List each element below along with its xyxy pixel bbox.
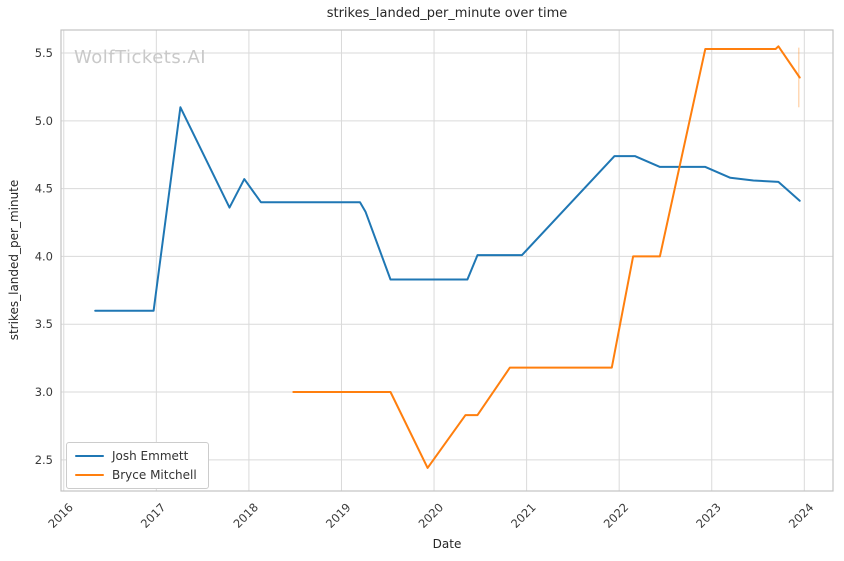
legend: Josh Emmett Bryce Mitchell	[66, 442, 209, 489]
legend-line-sample-orange	[75, 474, 104, 476]
y-tick-label: 5.0	[35, 114, 53, 128]
y-axis-label: strikes_landed_per_minute	[7, 179, 21, 341]
x-tick-label: 2018	[230, 500, 261, 531]
y-tick-label: 4.0	[35, 249, 53, 263]
x-tick-label: 2017	[138, 500, 169, 531]
y-tick-label: 3.5	[35, 317, 53, 331]
series-line-bryce-mitchell	[292, 45, 801, 469]
legend-item-josh-emmett: Josh Emmett	[75, 449, 197, 463]
x-tick-label: 2022	[601, 500, 632, 531]
legend-label: Josh Emmett	[112, 449, 189, 463]
x-tick-label: 2024	[786, 500, 817, 531]
watermark: WolfTickets.AI	[74, 47, 207, 68]
x-tick-label: 2023	[693, 500, 724, 531]
x-tick-label: 2020	[416, 500, 447, 531]
y-tick-label: 4.5	[35, 182, 53, 196]
plot-border	[60, 29, 834, 492]
x-tick-label: 2016	[45, 500, 76, 531]
legend-item-bryce-mitchell: Bryce Mitchell	[75, 468, 197, 482]
x-axis-label: Date	[432, 537, 462, 551]
y-tick-label: 5.5	[35, 46, 53, 60]
y-tick-label: 2.5	[35, 453, 53, 467]
legend-label: Bryce Mitchell	[112, 468, 197, 482]
x-tick-label: 2021	[508, 500, 539, 531]
y-tick-label: 3.0	[35, 385, 53, 399]
series-line-josh-emmett	[94, 106, 801, 312]
x-tick-label: 2019	[323, 500, 354, 531]
legend-line-sample-blue	[75, 455, 104, 457]
chart-title: strikes_landed_per_minute over time	[326, 6, 568, 21]
